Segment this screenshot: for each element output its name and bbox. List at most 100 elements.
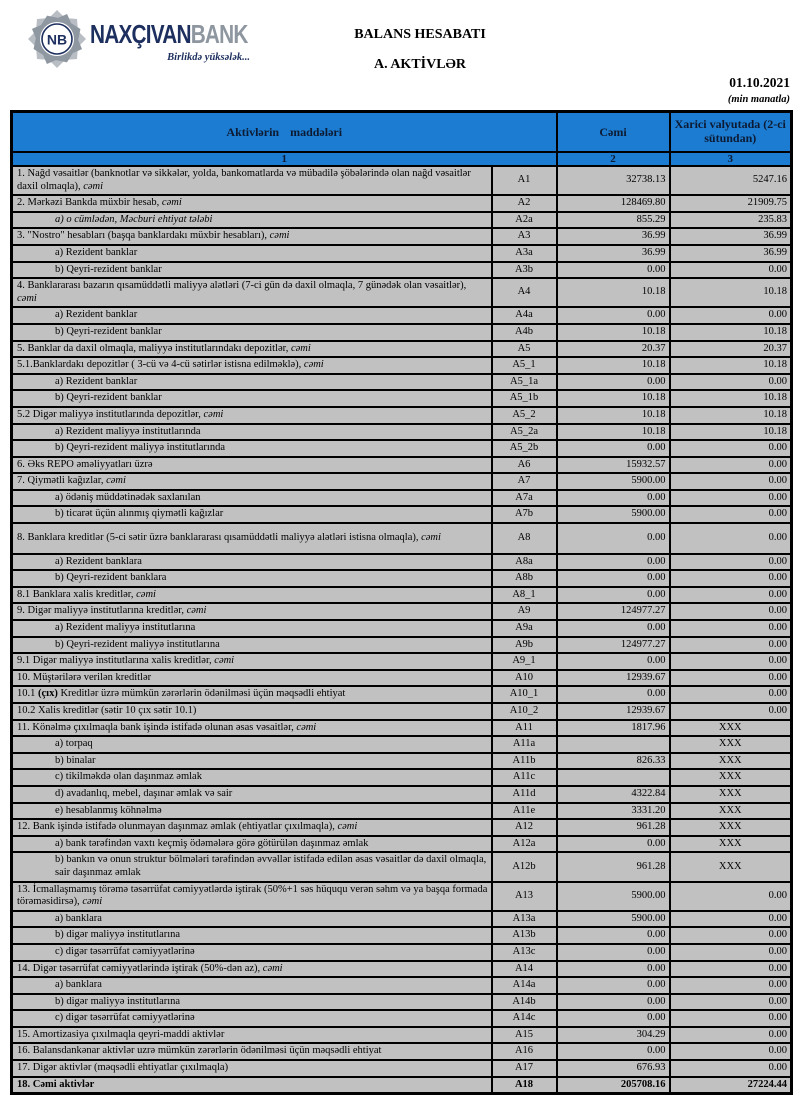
row-label-text: 16. Balansdankənar aktivlər uzrə mümkün … [17, 1045, 382, 1057]
row-foreign: XXX [668, 751, 793, 771]
report-title: BALANS HESABATI [354, 27, 486, 42]
row-label-text: a) Rezident banklara [55, 555, 142, 567]
row-label: 12. Bank işində istifadə olunmayan daşın… [10, 818, 493, 837]
table-row: a) Rezident banklar A3a 36.99 36.99 [10, 243, 793, 263]
col-number-1: 1 [10, 151, 558, 167]
row-label-text: a) Rezident maliyyə institutlarında [55, 425, 201, 437]
row-code: A10 [490, 668, 558, 688]
row-label: c) digər təsərrüfat cəmiyyətlərinə [10, 1009, 493, 1028]
row-total: 826.33 [555, 751, 671, 771]
row-label: 11. Könəlmə çıxılmaqla bank işində istif… [10, 718, 493, 738]
table-row: a) bank tərəfindən vaxtı keçmiş ödəmələr… [10, 834, 793, 854]
table-row: 5.2 Digər maliyyə institutlarında depozi… [10, 405, 793, 425]
row-code: A9_1 [490, 652, 558, 671]
row-foreign: 10.18 [668, 422, 793, 442]
row-foreign: 5247.16 [668, 164, 793, 197]
row-label-text: 14. Digər təsərrüfat cəmiyyətlərində işt… [17, 962, 283, 974]
row-foreign: 21909.75 [668, 194, 793, 213]
row-foreign: 0.00 [668, 1025, 793, 1045]
row-label-text: 10.2 Xalis kreditlər (sətir 10 çıx sətir… [17, 705, 197, 716]
row-foreign: 36.99 [668, 243, 793, 263]
row-code: A12b [490, 851, 558, 883]
row-label: a) ödəniş müddətinədək saxlanılan [10, 488, 493, 508]
row-code: A4a [490, 306, 558, 325]
table-row: b) Qeyri-rezident maliyyə institutlarına… [10, 635, 793, 655]
row-total: 0.00 [555, 260, 671, 280]
row-total: 5900.00 [555, 472, 671, 491]
col-number-2: 2 [555, 151, 671, 167]
table-row: a) Rezident banklar A4a 0.00 0.00 [10, 306, 793, 325]
row-label-text: b) Qeyri-rezident banklar [55, 263, 162, 275]
row-foreign: XXX [668, 735, 793, 754]
row-label: b) Qeyri-rezident banklara [10, 569, 493, 588]
row-foreign: 0.00 [668, 552, 793, 572]
row-label-text: b) bankın və onun struktur bölmələri tər… [55, 854, 487, 878]
row-label: 1. Nağd vəsaitlər (banknotlar və sikkələ… [10, 164, 493, 197]
row-label-text: 2. Mərkəzi Bankda müxbir hesab, cəmi [17, 197, 182, 209]
row-label: b) ticarət üçün alınmış qiymətli kağızla… [10, 505, 493, 525]
row-label-text: a) Rezident banklar [55, 309, 138, 321]
row-total [555, 735, 671, 754]
table-row: a) torpaq A11a XXX [10, 735, 793, 754]
row-total [555, 768, 671, 787]
row-label: 4. Banklararası bazarın qısamüddətli mal… [10, 277, 493, 309]
row-label: b) Qeyri-rezident banklar [10, 260, 493, 280]
row-label: b) Qeyri-rezident banklar [10, 389, 493, 408]
row-total: 0.00 [555, 992, 671, 1012]
row-foreign: 0.00 [668, 1009, 793, 1028]
table-row: b) bankın və onun struktur bölmələri tər… [10, 851, 793, 883]
row-code: A5_1b [490, 389, 558, 408]
row-label: a) bank tərəfindən vaxtı keçmiş ödəmələr… [10, 834, 493, 854]
row-label: b) digər maliyyə institutlarına [10, 926, 493, 945]
row-label-text: c) digər təsərrüfat cəmiyyətlərinə [55, 945, 195, 957]
table-row: 7. Qiymətli kağızlar, cəmi A7 5900.00 0.00 [10, 472, 793, 491]
row-total: 961.28 [555, 851, 671, 883]
row-code: A2a [490, 210, 558, 230]
row-foreign: 0.00 [668, 488, 793, 508]
row-label: b) digər maliyyə institutlarına [10, 992, 493, 1012]
row-foreign: 0.00 [668, 472, 793, 491]
table-row: c) digər təsərrüfat cəmiyyətlərinə A14c 0.… [10, 1009, 793, 1028]
row-label-text: 7. Qiymətli kağızlar, cəmi [17, 475, 126, 487]
row-total: 10.18 [555, 405, 671, 425]
table-row: b) binalar A11b 826.33 XXX [10, 751, 793, 771]
row-total: 0.00 [555, 959, 671, 979]
row-label-text: a) ödəniş müddətinədək saxlanılan [55, 491, 201, 503]
row-code: A12a [490, 834, 558, 854]
table-row: 10. Müştərilərə verilən kreditlər A10 1293… [10, 668, 793, 688]
table-row: b) Qeyri-rezident maliyyə institutlarınd… [10, 439, 793, 458]
row-label: 3. "Nostro" hesabları (başqa banklardakı… [10, 227, 493, 246]
row-foreign: XXX [668, 784, 793, 804]
row-label-text: a) Rezident banklar [55, 375, 138, 387]
row-label: 10.1 (çıx) Kreditlər üzrə mümkün zərərlə… [10, 685, 493, 704]
row-label: b) Qeyri-rezident banklar [10, 322, 493, 342]
row-code: A11b [490, 751, 558, 771]
table-row: 15. Amortizasiya çıxılmaqla qeyri-maddi … [10, 1025, 793, 1045]
table-row: 12. Bank işində istifadə olunmayan daşın… [10, 818, 793, 837]
row-code: A13c [490, 942, 558, 962]
table-row: 10.1 (çıx) Kreditlər üzrə mümkün zərərlə… [10, 685, 793, 704]
row-total: 0.00 [555, 488, 671, 508]
row-label: 5.1.Banklardakı depozitlər ( 3-cü və 4-c… [10, 356, 493, 375]
row-label-text: 9. Digər maliyyə institutlarına kreditlə… [17, 605, 207, 617]
row-code: A10_2 [490, 702, 558, 721]
bank-monogram: NB [47, 32, 67, 48]
row-label: a) o cümlədən, Məcburi ehtiyat tələbi [10, 210, 493, 230]
row-code: A14a [490, 976, 558, 995]
row-label-text: 10.1 (çıx) Kreditlər üzrə mümkün zərərlə… [17, 688, 346, 700]
brand-name-primary: NAXÇIVAN [90, 19, 191, 49]
row-foreign: 0.00 [668, 1042, 793, 1062]
row-code: A7 [490, 472, 558, 491]
row-code: A5_1 [490, 356, 558, 375]
table-row: 9.1 Digər maliyyə institutlarına xalis k… [10, 652, 793, 671]
table-colnum-row: 1 2 3 [10, 151, 793, 167]
table-row: a) o cümlədən, Məcburi ehtiyat tələbi A2a… [10, 210, 793, 230]
row-total: 12939.67 [555, 702, 671, 721]
row-total: 10.18 [555, 389, 671, 408]
table-row: 9. Digər maliyyə institutlarına kreditlə… [10, 602, 793, 622]
row-label: 10.2 Xalis kreditlər (sətir 10 çıx sətir… [10, 702, 493, 721]
row-label: 16. Balansdankənar aktivlər uzrə mümkün … [10, 1042, 493, 1062]
row-foreign: 0.00 [668, 1059, 793, 1078]
row-foreign: 0.00 [668, 976, 793, 995]
